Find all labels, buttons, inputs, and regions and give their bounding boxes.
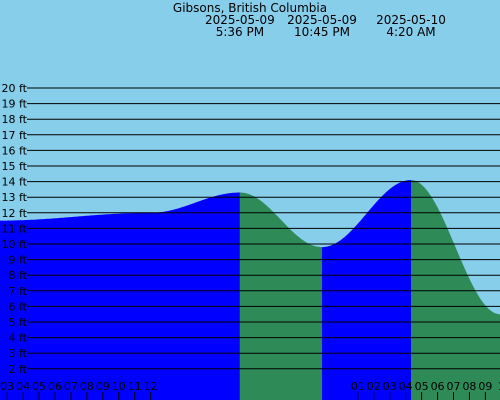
x-tick-label: 09 bbox=[96, 380, 110, 393]
y-tick-label: 12 ft bbox=[2, 207, 28, 220]
x-tick-label: 01 bbox=[351, 380, 365, 393]
tide-event-time: 4:20 AM bbox=[386, 25, 435, 39]
y-tick-label: 14 ft bbox=[2, 176, 28, 189]
gridline-layer bbox=[27, 87, 500, 370]
x-tick-label: 09 bbox=[478, 380, 492, 393]
tide-event-date: 2025-05-09 bbox=[205, 13, 275, 27]
y-tick-label: 13 ft bbox=[2, 191, 28, 204]
x-tick-label-layer: 030405060708091011120102030405060708091 bbox=[0, 380, 500, 400]
x-tick-label: 07 bbox=[447, 380, 461, 393]
x-tick-label: 06 bbox=[48, 380, 62, 393]
x-tick-label: 05 bbox=[32, 380, 46, 393]
y-tick-label: 20 ft bbox=[2, 82, 28, 95]
chart-title: Gibsons, British Columbia bbox=[173, 1, 327, 15]
x-tick-label: 08 bbox=[80, 380, 94, 393]
y-tick-label: 19 ft bbox=[2, 98, 28, 111]
x-tick-label: 05 bbox=[415, 380, 429, 393]
y-tick-label: 10 ft bbox=[2, 238, 28, 251]
y-tick-label: 4 ft bbox=[9, 332, 28, 345]
tide-event-date: 2025-05-10 bbox=[376, 13, 446, 27]
x-tick-label: 03 bbox=[383, 380, 397, 393]
y-tick-label: 5 ft bbox=[9, 316, 28, 329]
y-tick-label-layer: 2 ft 3 ft 4 ft 5 ft 6 ft 7 ft 8 ft 9 ft 10 ft 11 … bbox=[2, 82, 28, 376]
y-tick-label: 16 ft bbox=[2, 144, 28, 157]
y-tick-label: 17 ft bbox=[2, 129, 28, 142]
tide-event-date: 2025-05-09 bbox=[287, 13, 357, 27]
y-tick-label: 6 ft bbox=[9, 300, 28, 313]
tide-event-time: 5:36 PM bbox=[216, 25, 264, 39]
y-tick-label: 11 ft bbox=[2, 222, 28, 235]
x-tick-label: 08 bbox=[462, 380, 476, 393]
y-tick-label: 15 ft bbox=[2, 160, 28, 173]
y-tick-label: 8 ft bbox=[9, 269, 28, 282]
x-tick-label: 12 bbox=[144, 380, 158, 393]
y-tick-label: 18 ft bbox=[2, 113, 28, 126]
x-tick-label: 1 bbox=[498, 380, 500, 393]
x-tick-label: 06 bbox=[431, 380, 445, 393]
rising-tide-area bbox=[322, 180, 411, 400]
y-tick-label: 7 ft bbox=[9, 285, 28, 298]
y-tick-label: 2 ft bbox=[9, 363, 28, 376]
x-tick-label: 04 bbox=[16, 380, 30, 393]
x-tick-label: 02 bbox=[367, 380, 381, 393]
x-tick-label: 10 bbox=[112, 380, 126, 393]
falling-tide-area bbox=[411, 180, 500, 400]
tide-event-time: 10:45 PM bbox=[294, 25, 350, 39]
y-tick-label: 3 ft bbox=[9, 347, 28, 360]
x-tick-label: 11 bbox=[128, 380, 142, 393]
x-tick-label: 03 bbox=[0, 380, 14, 393]
y-tick-label: 9 ft bbox=[9, 254, 28, 267]
x-tick-label: 04 bbox=[399, 380, 413, 393]
x-tick-label: 07 bbox=[64, 380, 78, 393]
